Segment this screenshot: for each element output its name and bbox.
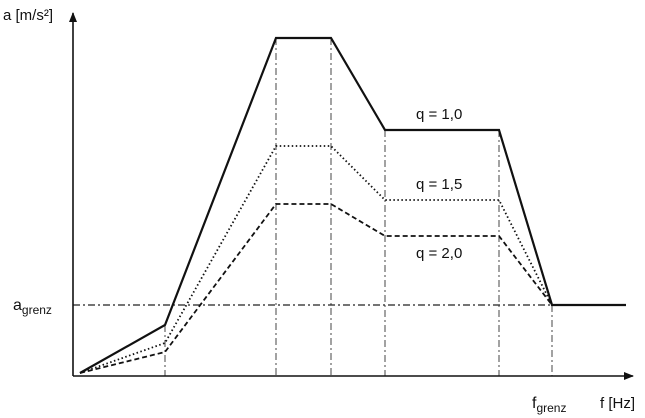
guide-lines <box>164 38 553 376</box>
f-grenz-sub: grenz <box>536 401 566 415</box>
y-axis-label: a [m/s²] <box>3 7 53 24</box>
a-grenz-sub: grenz <box>22 303 52 317</box>
f-grenz-main: f <box>532 395 537 412</box>
curve-label-q-1-5: q = 1,5 <box>416 176 462 193</box>
a-grenz-label: agrenz <box>13 297 52 317</box>
curve-label-q-1-0: q = 1,0 <box>416 106 462 123</box>
curve-q-1-0 <box>79 36 626 374</box>
f-grenz-label: fgrenz <box>532 395 566 415</box>
a-grenz-main: a <box>13 297 22 314</box>
curve-label-q-2-0: q = 2,0 <box>416 245 462 262</box>
curve-q-1-5 <box>79 145 553 374</box>
curve-q-2-0 <box>79 203 553 374</box>
x-axis-label: f [Hz] <box>600 395 635 412</box>
